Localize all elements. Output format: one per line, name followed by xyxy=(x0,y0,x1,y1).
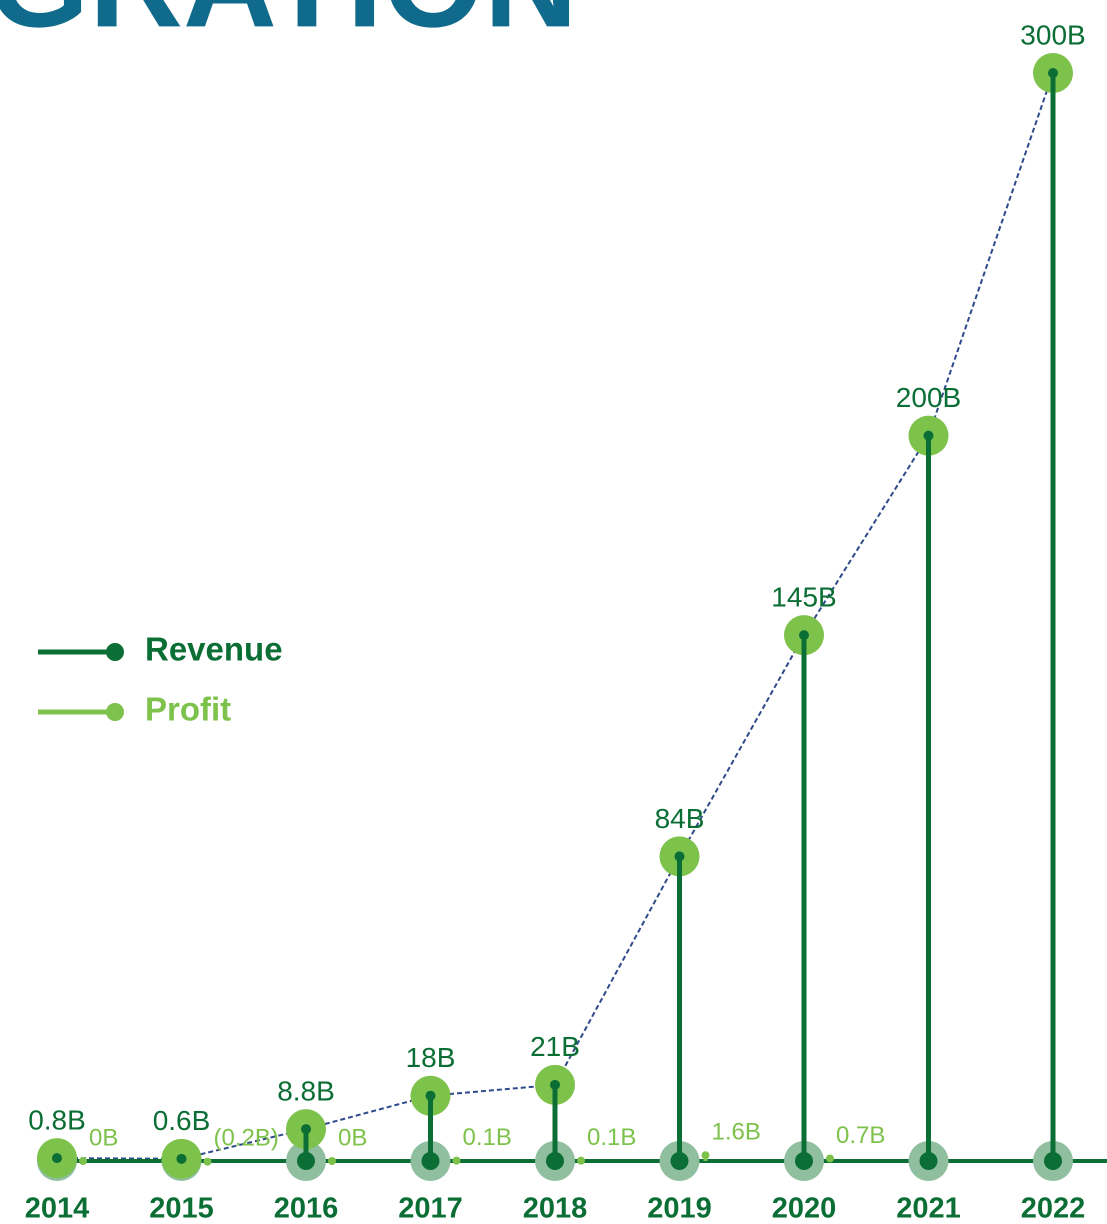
profit-dot xyxy=(203,1157,212,1166)
revenue-dot xyxy=(550,1079,560,1090)
revenue-label: 200B xyxy=(896,382,961,413)
profit-dot xyxy=(577,1156,585,1165)
revenue-label: 0.8B xyxy=(28,1104,86,1135)
profit-label: 0.1B xyxy=(463,1124,512,1151)
profit-label: 0.1B xyxy=(587,1124,636,1151)
x-tick-label: 2022 xyxy=(1021,1193,1086,1224)
revenue-dot xyxy=(923,430,934,441)
chart-title: GRATION xyxy=(0,0,578,54)
revenue-label: 21B xyxy=(530,1031,580,1062)
profit-label: 0B xyxy=(89,1124,118,1151)
revenue-dot xyxy=(674,851,685,862)
x-tick-label: 2016 xyxy=(274,1193,339,1224)
profit-dot xyxy=(328,1157,336,1165)
x-tick-label: 2015 xyxy=(149,1193,214,1224)
profit-label: 0.7B xyxy=(836,1122,885,1149)
x-tick-label: 2021 xyxy=(896,1193,961,1224)
profit-dot xyxy=(79,1157,87,1165)
legend-label: Revenue xyxy=(145,631,283,668)
legend-dot xyxy=(106,643,124,661)
legend-label: Profit xyxy=(145,691,231,728)
x-tick-label: 2017 xyxy=(398,1193,463,1224)
revenue-label: 84B xyxy=(655,803,705,834)
x-tick-label: 2019 xyxy=(647,1193,712,1224)
revenue-dot xyxy=(799,630,809,641)
revenue-trend-line xyxy=(56,72,1054,1160)
x-tick-label: 2018 xyxy=(523,1193,588,1224)
profit-dot xyxy=(452,1156,461,1165)
revenue-label: 145B xyxy=(771,582,836,613)
x-tick-label: 2020 xyxy=(772,1193,837,1224)
x-tick-label: 2014 xyxy=(25,1193,90,1224)
revenue-dot xyxy=(425,1090,436,1101)
legend-dot xyxy=(106,703,124,721)
revenue-label: 8.8B xyxy=(277,1075,335,1106)
revenue-label: 18B xyxy=(406,1042,456,1073)
profit-label: 1.6B xyxy=(712,1119,761,1146)
profit-dot xyxy=(826,1154,834,1163)
profit-dot xyxy=(701,1151,710,1160)
profit-label: (0.2B) xyxy=(214,1124,279,1151)
revenue-dot xyxy=(301,1124,311,1135)
revenue-dot xyxy=(1048,68,1058,78)
revenue-dot xyxy=(176,1153,187,1164)
revenue-label: 300B xyxy=(1020,19,1085,50)
revenue-label: 0.6B xyxy=(153,1105,211,1136)
profit-label: 0B xyxy=(338,1124,367,1151)
revenue-dot xyxy=(52,1153,62,1164)
